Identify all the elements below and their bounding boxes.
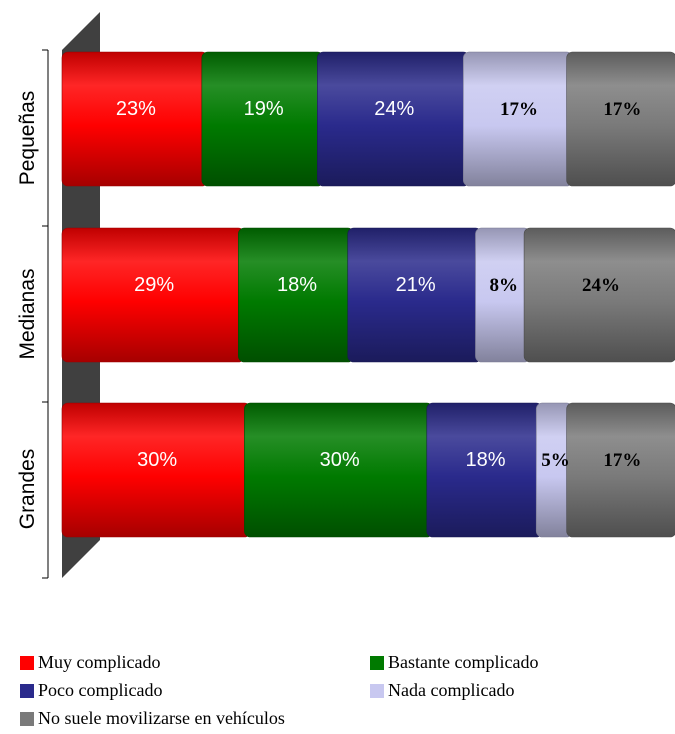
data-label: 24%	[582, 275, 620, 296]
legend-swatch	[20, 711, 34, 726]
data-label: 24%	[374, 98, 414, 120]
data-label: 8%	[490, 275, 519, 296]
data-label: 21%	[396, 274, 436, 296]
data-label: 29%	[134, 274, 174, 296]
data-label: 18%	[466, 449, 506, 471]
legend-item-muy-complicado: Muy complicado	[20, 652, 160, 673]
legend-item-nada-complicado: Nada complicado	[370, 680, 514, 701]
legend-swatch	[370, 655, 384, 670]
data-label: 18%	[277, 274, 317, 296]
data-label: 30%	[320, 449, 360, 471]
legend-swatch	[20, 655, 34, 670]
data-label: 17%	[603, 99, 641, 120]
category-label: Grandes	[16, 449, 39, 530]
data-label: 23%	[116, 98, 156, 120]
legend-label: Muy complicado	[38, 652, 161, 672]
bar-segment	[566, 51, 675, 187]
data-label: 17%	[500, 99, 538, 120]
legend-item-no-suele-movilizarse: No suele movilizarse en vehículos	[20, 708, 285, 729]
category-label: Medianas	[16, 268, 39, 359]
legend-label: Bastante complicado	[388, 652, 539, 672]
bar-segment	[523, 227, 675, 363]
data-label: 5%	[541, 450, 570, 471]
data-label: 30%	[137, 449, 177, 471]
legend-item-bastante-complicado: Bastante complicado	[370, 652, 538, 673]
legend-item-poco-complicado: Poco complicado	[20, 680, 162, 701]
bar-segment	[566, 402, 675, 538]
legend-label: No suele movilizarse en vehículos	[38, 708, 285, 728]
legend-swatch	[370, 683, 384, 698]
legend-label: Nada complicado	[388, 680, 515, 700]
legend-label: Poco complicado	[38, 680, 163, 700]
category-label: Pequeñas	[16, 91, 39, 186]
data-label: 17%	[603, 450, 641, 471]
data-label: 19%	[244, 98, 284, 120]
legend-swatch	[20, 683, 34, 698]
